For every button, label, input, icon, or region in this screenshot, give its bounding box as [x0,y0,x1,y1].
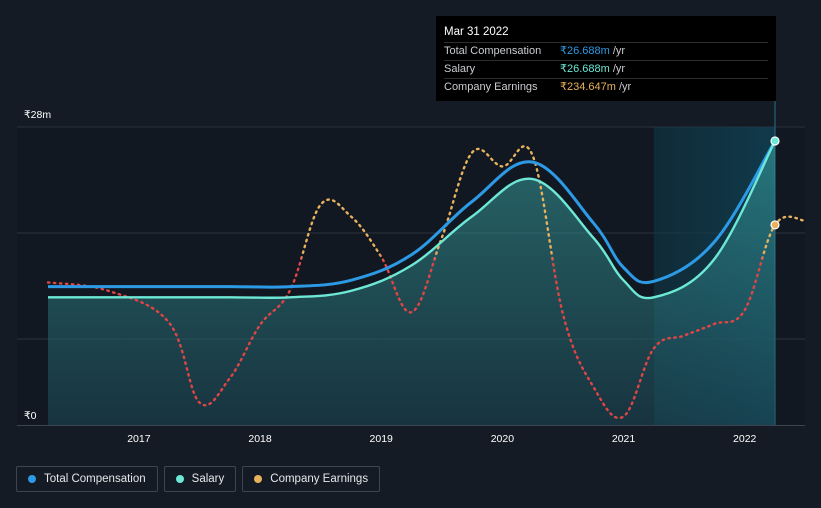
chart-legend: Total Compensation Salary Company Earnin… [16,466,381,492]
legend-dot-salary [175,475,184,483]
x-tick-label-2021: 2021 [612,433,636,445]
tooltip-unit-earnings: /yr [618,81,632,93]
tooltip-row-salary: Salary ₹26.688m /yr [444,60,768,78]
tooltip-unit-total: /yr [612,45,626,57]
legend-label-company-earnings: Company Earnings [270,473,369,485]
tooltip-unit-salary: /yr [612,63,626,75]
legend-label-total-compensation: Total Compensation [44,473,146,485]
tooltip-label-salary: Salary [444,63,476,75]
legend-label-salary: Salary [191,473,225,485]
tooltip: Mar 31 2022 Total Compensation ₹26.688m … [436,16,776,101]
tooltip-row-earnings: Company Earnings ₹234.647m /yr [444,78,768,96]
legend-item-salary[interactable]: Salary [163,466,237,492]
tooltip-row-total: Total Compensation ₹26.688m /yr [444,42,768,60]
tooltip-label-earnings: Company Earnings [444,81,538,93]
x-tick-label-2017: 2017 [127,433,151,445]
legend-item-total-compensation[interactable]: Total Compensation [16,466,158,492]
x-tick-label-2019: 2019 [370,433,394,445]
y-tick-label-0: ₹0 [24,410,37,422]
legend-item-company-earnings[interactable]: Company Earnings [242,466,381,492]
series-company-earnings-line [46,145,807,420]
tooltip-value-salary: ₹26.688m [560,63,610,75]
series-salary-line [47,140,777,300]
x-tick-label-2022: 2022 [733,433,757,445]
tooltip-value-total: ₹26.688m [560,45,610,57]
tooltip-label-total: Total Compensation [444,45,542,57]
tooltip-value-earnings: ₹234.647m [560,81,616,93]
x-tick-label-2020: 2020 [491,433,515,445]
legend-dot-company-earnings [254,475,263,483]
salary-area [48,141,775,425]
marker-total-compensation [770,136,780,146]
marker-company-earnings [770,220,780,230]
series-total-compensation-line [48,140,777,289]
legend-dot-total-compensation [28,475,36,483]
y-tick-label-top: ₹28m [24,109,51,121]
tooltip-date: Mar 31 2022 [444,26,509,38]
x-tick-label-2018: 2018 [248,433,272,445]
